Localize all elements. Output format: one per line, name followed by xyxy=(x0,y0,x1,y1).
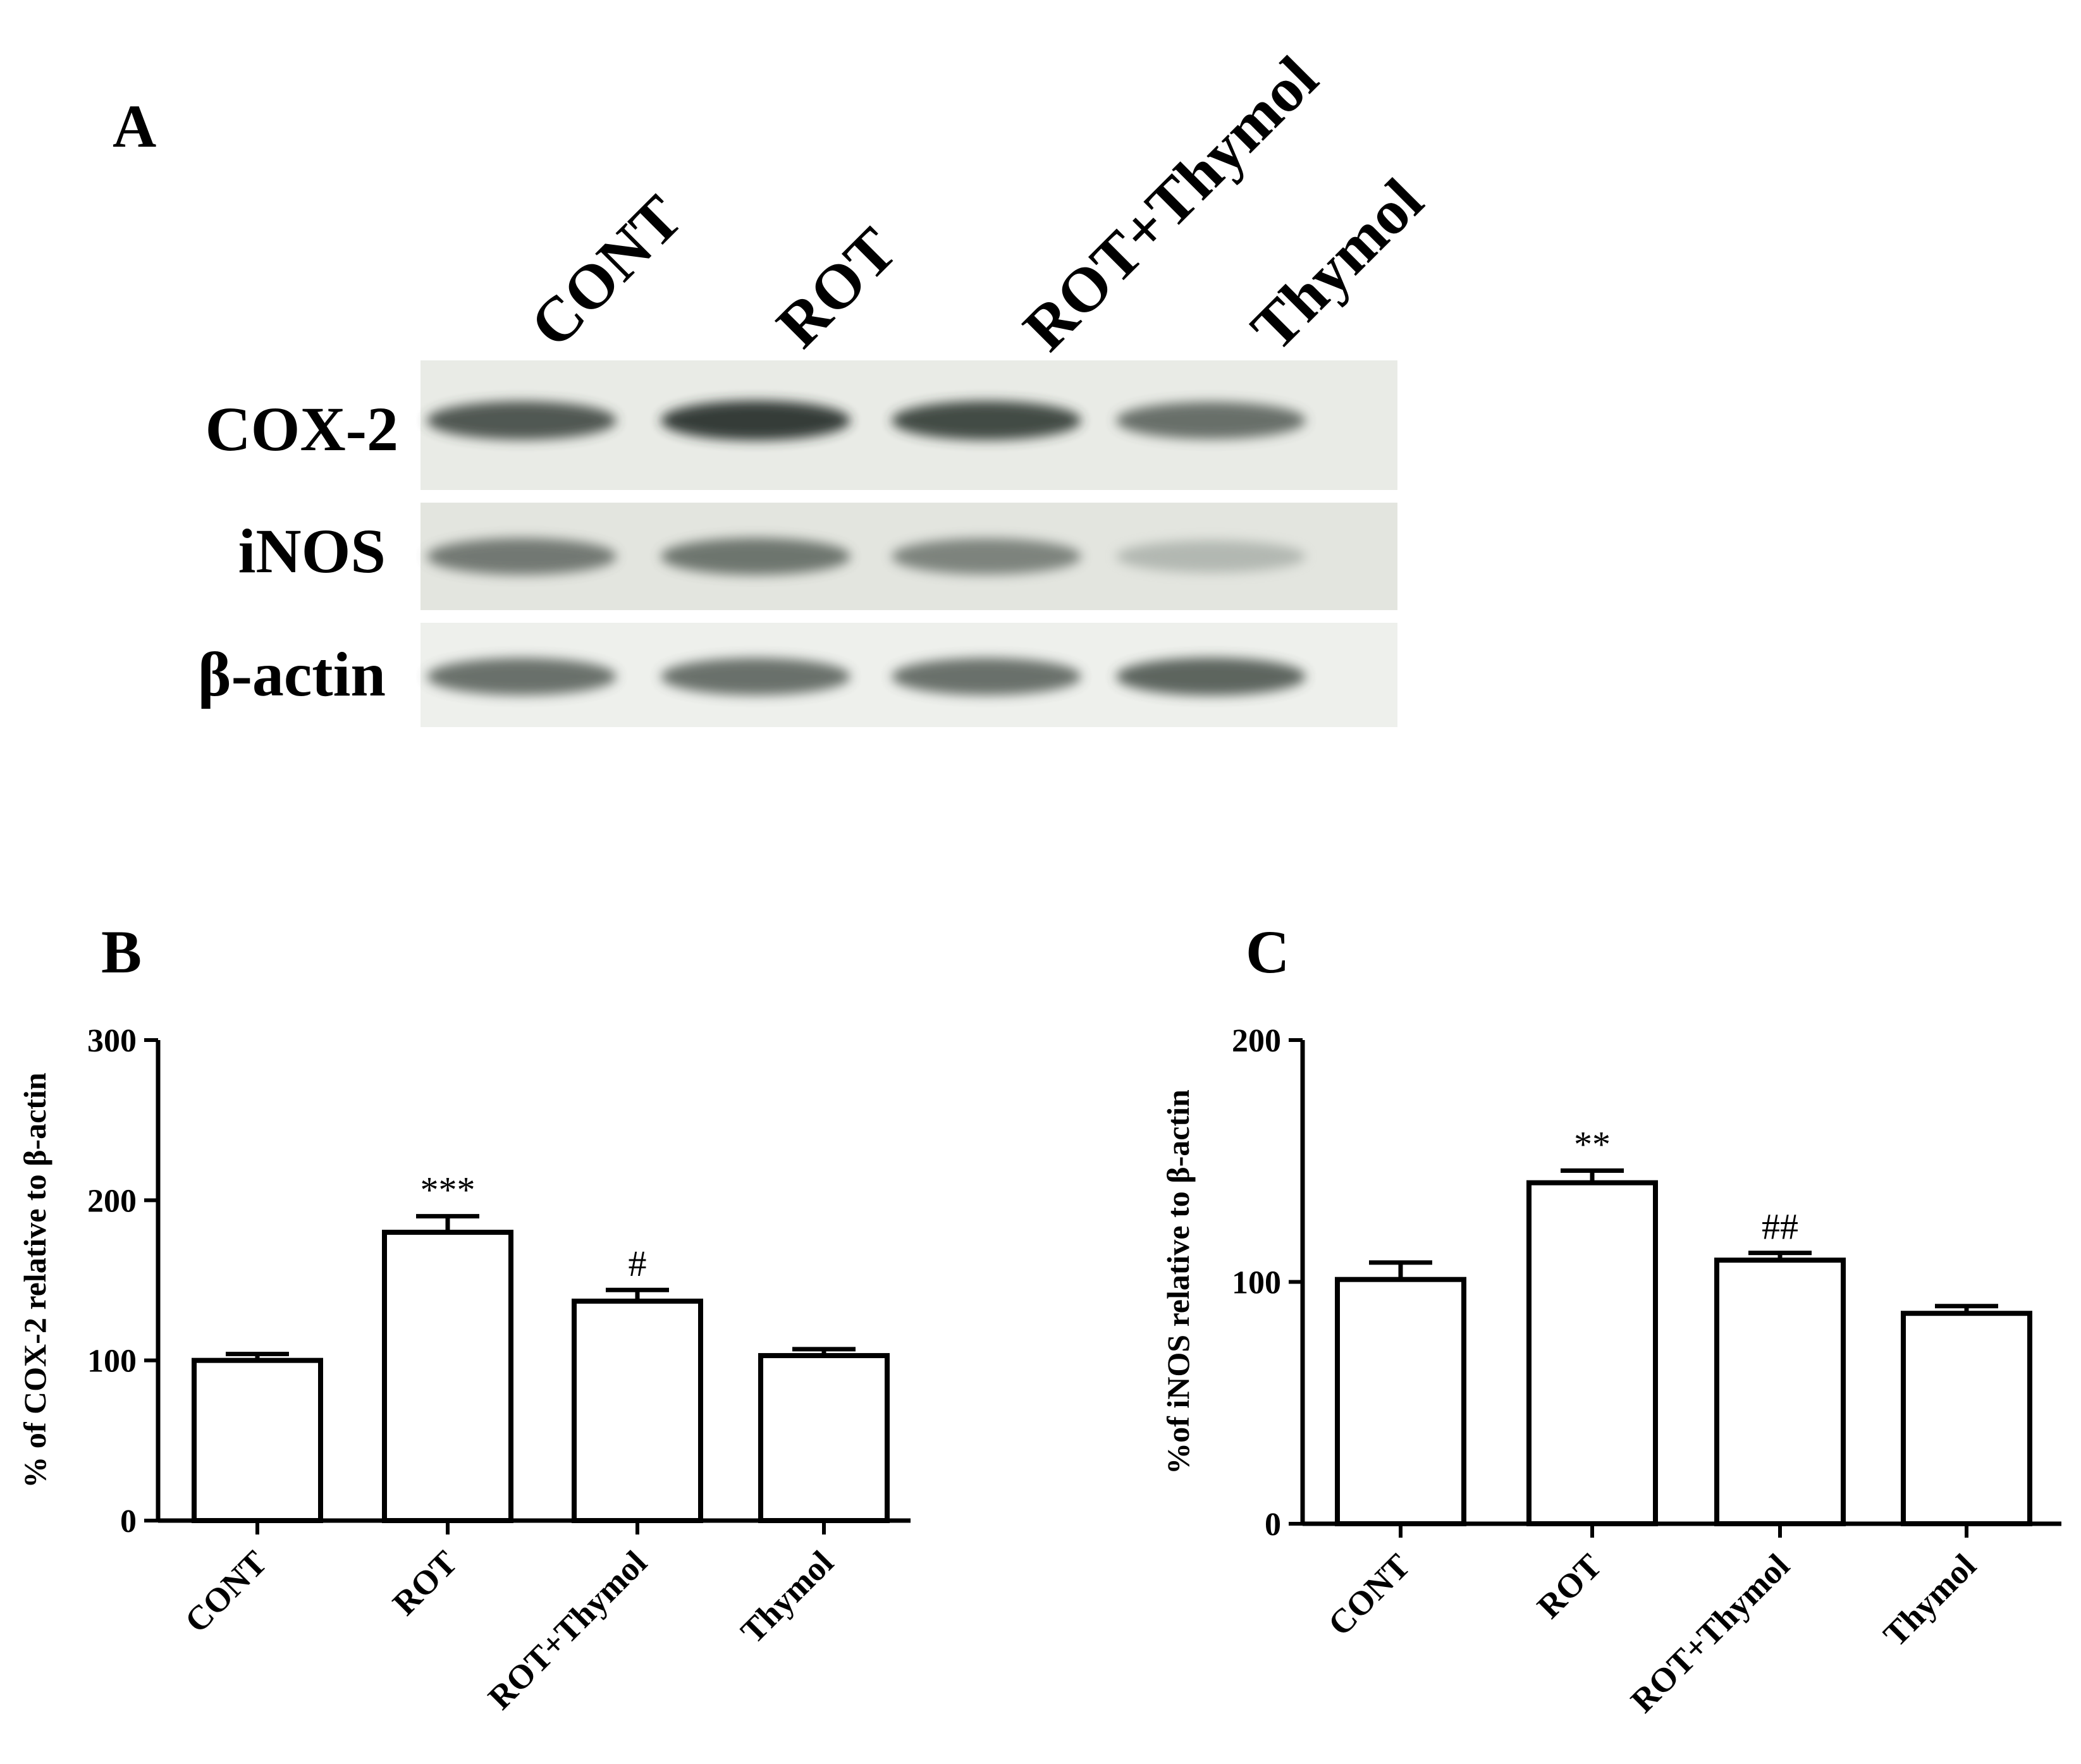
y-tick-label: 100 xyxy=(87,1344,137,1380)
x-tick-label: Thymol xyxy=(1876,1547,1984,1654)
bar xyxy=(1901,1311,2032,1527)
blot-band xyxy=(1116,401,1306,439)
blot-band xyxy=(661,537,850,575)
panel-b-chart: B 0 100 200 300 % of COX-2 relative to β-act… xyxy=(17,918,911,1717)
panel-c-chart: C 0 100 200 %of iNOS relative to β-actin CON… xyxy=(1160,918,2061,1720)
x-tick-label: ROT+Thymol xyxy=(481,1543,654,1717)
blot-band xyxy=(427,401,617,440)
x-tick-label: CONT xyxy=(178,1543,274,1640)
blot-band xyxy=(892,401,1081,440)
blot-row-inos: iNOS xyxy=(238,503,1397,610)
panel-a-letter: A xyxy=(113,92,156,160)
bar xyxy=(1526,1180,1658,1527)
bar xyxy=(1714,1258,1846,1526)
x-tick-label: Thymol xyxy=(734,1543,841,1651)
y-tick-label: 100 xyxy=(1232,1265,1281,1301)
blot-rows: COX-2 iNOS β-actin xyxy=(198,360,1397,727)
blot-band xyxy=(427,658,617,695)
lane-label-rot: ROT xyxy=(763,214,910,361)
bar-group-rot-thymol: # ROT+Thymol xyxy=(481,1243,703,1717)
bar-group-thymol: Thymol xyxy=(734,1347,890,1651)
blot-band xyxy=(1116,658,1306,695)
chart-b-plot: 0 100 200 300 % of COX-2 relative to β-actin… xyxy=(17,1023,911,1717)
x-tick-label: ROT+Thymol xyxy=(1623,1547,1796,1720)
x-tick-label: ROT xyxy=(385,1543,464,1622)
blot-row-cox-2: COX-2 xyxy=(205,360,1397,490)
bar xyxy=(192,1357,323,1524)
blot-band xyxy=(427,538,617,575)
blot-band xyxy=(661,658,850,695)
significance-label: # xyxy=(629,1243,647,1284)
x-tick-label: CONT xyxy=(1321,1547,1418,1643)
y-axis-title: %of iNOS relative to β-actin xyxy=(1160,1089,1196,1474)
bar xyxy=(572,1298,703,1524)
bar-group-rot: *** ROT xyxy=(382,1170,513,1622)
panel-c-letter: C xyxy=(1246,918,1289,986)
y-tick-label: 200 xyxy=(87,1183,137,1219)
y-tick-label: 0 xyxy=(1265,1507,1281,1543)
panel-b-letter: B xyxy=(101,918,142,986)
blot-band xyxy=(661,400,850,441)
y-tick-label: 300 xyxy=(87,1023,137,1059)
bar xyxy=(758,1353,890,1523)
blot-band xyxy=(1116,540,1306,573)
significance-label: ## xyxy=(1762,1206,1798,1247)
significance-label: ** xyxy=(1574,1124,1611,1165)
x-tick-label: ROT xyxy=(1530,1547,1609,1626)
blot-row-label: β-actin xyxy=(198,639,386,709)
blot-band xyxy=(892,658,1081,695)
chart-c-plot: 0 100 200 %of iNOS relative to β-actin CONT *… xyxy=(1160,1023,2061,1720)
blot-row-beta-actin: β-actin xyxy=(198,623,1397,727)
significance-label: *** xyxy=(420,1170,476,1211)
bar-group-thymol: Thymol xyxy=(1876,1304,2032,1654)
bar-group-cont: CONT xyxy=(1321,1260,1466,1643)
lane-label-thymol: Thymol xyxy=(1237,165,1436,364)
bar xyxy=(382,1230,513,1523)
y-axis-title: % of COX-2 relative to β-actin xyxy=(17,1072,52,1488)
lane-label-cont: CONT xyxy=(517,182,696,361)
bar-group-rot: ** ROT xyxy=(1526,1124,1658,1626)
y-tick-label: 0 xyxy=(120,1504,137,1540)
blot-row-label: iNOS xyxy=(238,516,386,586)
blot-band xyxy=(892,538,1081,575)
bar xyxy=(1335,1277,1466,1527)
bar-group-cont: CONT xyxy=(178,1352,323,1640)
blot-row-label: COX-2 xyxy=(205,394,398,464)
y-tick-label: 200 xyxy=(1232,1023,1281,1059)
